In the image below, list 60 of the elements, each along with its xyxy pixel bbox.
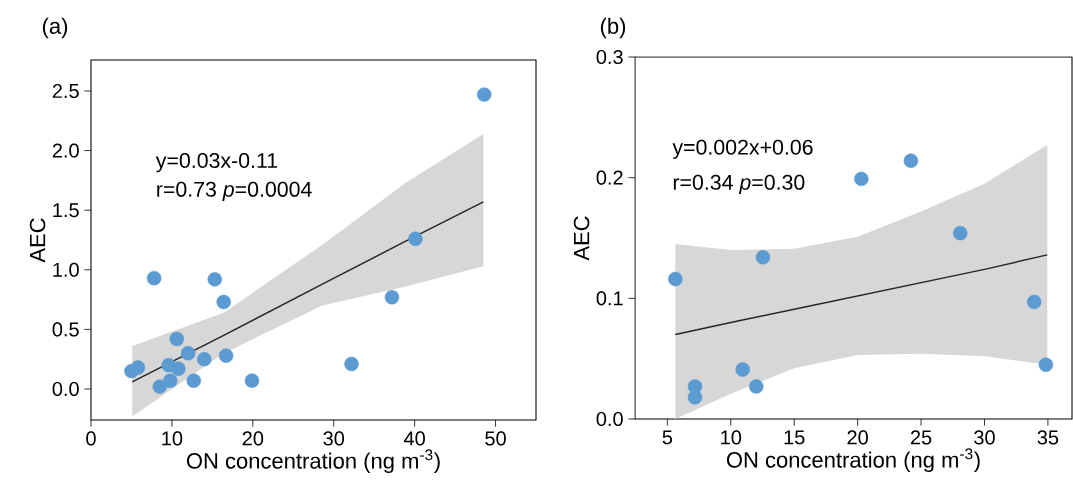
annotation: y=0.03x-0.11 — [155, 152, 278, 173]
x-tick-label: 10 — [721, 430, 742, 445]
y-tick-label: 0.1 — [596, 291, 623, 306]
x-tick-label: 20 — [242, 431, 264, 446]
x-tick-label: 30 — [974, 430, 995, 445]
line-series — [131, 201, 485, 383]
point — [854, 171, 869, 187]
x-tick-label: 20 — [847, 430, 868, 445]
x-axis-title: ON concentration (ng m$^{-3}$) — [726, 448, 980, 473]
point — [477, 87, 492, 102]
point — [903, 153, 919, 168]
point — [146, 270, 162, 286]
y-tick-label: 1.5 — [53, 203, 79, 218]
y-tick-label: 0.0 — [52, 381, 79, 397]
x-tick-label: 35 — [1037, 430, 1059, 445]
y-tick-label: 2.5 — [52, 83, 79, 99]
point — [152, 379, 167, 394]
point — [216, 294, 231, 310]
y-tick-label: 0.2 — [596, 170, 623, 185]
annotation: r=0.73 p=0.0004 — [157, 181, 312, 202]
point — [384, 290, 400, 305]
x-tick-label: 10 — [162, 431, 183, 446]
point — [207, 272, 222, 287]
chart-title: (b) — [600, 17, 626, 39]
annotation: r=0.34 p=0.30 — [673, 174, 805, 195]
x-tick-label: 25 — [910, 430, 932, 445]
y-tick-label: 0.0 — [596, 411, 623, 427]
x-axis-title: ON concentration (ng m$^{-3}$) — [186, 449, 440, 474]
x-tick-label: 0 — [86, 431, 96, 446]
x-tick-label: 40 — [403, 431, 425, 446]
point — [344, 356, 359, 372]
annotation: y=0.002x+0.06 — [672, 139, 813, 159]
point — [1038, 357, 1054, 372]
x-tick-label: 5 — [662, 430, 673, 445]
point — [180, 346, 196, 361]
point — [735, 362, 750, 377]
point — [197, 352, 212, 367]
y-tick-label: 2.0 — [52, 143, 79, 158]
x-tick-label: 50 — [485, 431, 506, 446]
y-tick-label: 0.3 — [596, 49, 623, 65]
point — [755, 250, 771, 265]
point — [218, 348, 234, 363]
y-axis-title: AEC — [29, 218, 46, 263]
x-tick-label: 15 — [784, 430, 805, 445]
point — [749, 379, 764, 394]
point — [124, 363, 139, 379]
point — [171, 361, 186, 376]
y-tick-label: 0.5 — [52, 322, 79, 337]
point — [244, 373, 260, 388]
point — [169, 331, 184, 347]
point — [687, 390, 703, 405]
point — [668, 271, 683, 287]
y-tick-label: 1.0 — [53, 262, 79, 277]
point — [953, 225, 968, 241]
y-axis-title: AEC — [573, 216, 590, 261]
point — [408, 231, 423, 247]
x-tick-label: 30 — [323, 431, 345, 446]
point — [186, 373, 201, 388]
chart-title: (a) — [42, 17, 68, 39]
point — [1027, 294, 1042, 310]
